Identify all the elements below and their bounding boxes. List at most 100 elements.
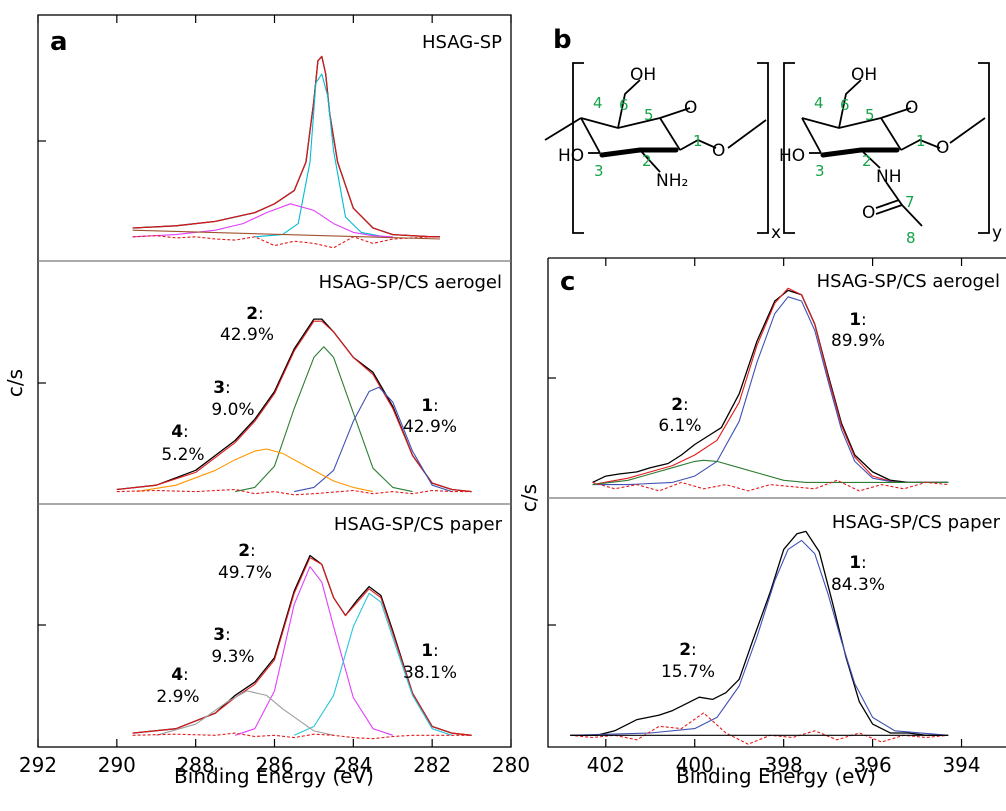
subscript-y: y: [992, 223, 1002, 243]
series-line-component: [294, 386, 453, 493]
panel-a-frame: [37, 14, 512, 748]
bond: [639, 149, 661, 173]
panel-c-paper-peak-labels: 1: 84.3% 2: 15.7%: [661, 553, 885, 682]
bond: [659, 107, 691, 119]
panel-a-letter: a: [50, 27, 68, 57]
bracket-right-close: [978, 62, 990, 234]
carbon-number-label: 4: [593, 94, 603, 112]
panel-a-curves: [116, 55, 472, 740]
bond: [949, 117, 986, 144]
x-tick-label: 290: [98, 753, 136, 777]
peak-label-percent: 15.7%: [661, 662, 715, 682]
carbon-number-label: 2: [642, 152, 652, 170]
series-line-component: [136, 448, 374, 493]
x-tick-label: 394: [942, 753, 980, 777]
oh-label: OH: [851, 65, 877, 85]
bracket-left-open: [572, 62, 584, 234]
bond: [820, 147, 900, 158]
series-line-experimental: [132, 55, 440, 238]
series-line-component: [234, 566, 393, 736]
carbon-number-label: 1: [916, 132, 926, 150]
panel-c: 402 400 398 396 394 c Binding Energy (eV) c/…: [517, 257, 1006, 788]
ring-oxygen-label: O: [905, 98, 918, 118]
ho-label: HO: [779, 146, 805, 166]
panel-c-curves: [570, 287, 949, 745]
peak-label-number: 1:: [849, 553, 867, 573]
bond: [727, 119, 767, 149]
x-tick-label: 280: [492, 753, 530, 777]
nh2-label: NH₂: [656, 171, 688, 191]
series-line-residual: [592, 479, 949, 492]
panel-c-sample-label-1: HSAG-SP/CS aerogel: [817, 271, 1000, 292]
series-line-component: [156, 690, 334, 736]
nh-label: NH: [876, 167, 902, 187]
panel-a-paper-peak-labels: 2: 49.7% 3: 9.3% 4: 2.9% 1: 38.1%: [156, 541, 457, 707]
peak-label-number: 3:: [213, 625, 231, 645]
series-line-envelope: [116, 320, 472, 493]
peak-label-percent: 38.1%: [403, 663, 457, 683]
peak-label-number: 2:: [679, 640, 697, 660]
panel-a: 292 290 288 286 284 282 280 a Binding Energy (…: [3, 14, 530, 788]
peak-label-number: 1:: [421, 641, 439, 661]
panel-c-frame: [547, 258, 1006, 748]
peak-label-number: 1:: [421, 396, 439, 416]
peak-label-percent: 49.7%: [218, 563, 272, 583]
x-tick-label: 400: [676, 753, 714, 777]
series-line-background: [132, 229, 441, 240]
subscript-x: x: [771, 223, 781, 243]
carbon-number-label: 8: [906, 229, 916, 247]
series-line-component: [570, 539, 949, 736]
peak-label-percent: 84.3%: [831, 575, 885, 595]
series-line-residual: [570, 712, 949, 745]
bond: [659, 117, 681, 151]
series-line-component: [234, 346, 413, 493]
bond: [880, 117, 902, 151]
carbonyl-oxygen-label: O: [862, 203, 875, 223]
bond: [875, 204, 903, 215]
panel-a-xlabel: Binding Energy (eV): [174, 764, 374, 788]
panel-c-xlabel: Binding Energy (eV): [676, 764, 876, 788]
panel-c-aerogel-peak-labels: 1: 89.9% 2: 6.1%: [658, 310, 885, 436]
carbon-number-label: 5: [865, 106, 875, 124]
carbon-number-label: 7: [905, 193, 915, 211]
panel-b-letter: b: [553, 25, 572, 55]
peak-label-percent: 9.3%: [211, 647, 254, 667]
panel-a-sample-label-2: HSAG-SP/CS aerogel: [319, 272, 502, 293]
bracket-left-close: [757, 62, 769, 234]
peak-label-number: 3:: [213, 378, 231, 398]
carbon-number-label: 3: [815, 162, 825, 180]
x-tick-label: 286: [255, 753, 293, 777]
peak-label-percent: 42.9%: [403, 417, 457, 437]
peak-label-number: 2:: [238, 541, 256, 561]
bond: [885, 181, 903, 206]
series-line-residual: [116, 488, 472, 496]
peak-label-number: 4:: [171, 665, 189, 685]
carbon-number-label: 6: [840, 96, 850, 114]
peak-label-percent: 6.1%: [658, 416, 701, 436]
x-tick-label: 398: [765, 753, 803, 777]
panel-c-x-ticks: 402 400 398 396 394: [587, 258, 981, 777]
panel-a-ylabel: c/s: [3, 369, 27, 397]
peak-label-percent: 5.2%: [161, 445, 204, 465]
series-line-experimental: [116, 318, 472, 493]
carbon-number-label: 3: [594, 162, 604, 180]
bond: [679, 138, 717, 151]
ring-oxygen-label: O: [684, 98, 697, 118]
bond: [580, 117, 601, 154]
peak-label-percent: 42.9%: [220, 325, 274, 345]
series-line-component: [293, 592, 453, 736]
carbon-number-label: 6: [619, 96, 629, 114]
x-tick-label: 396: [854, 753, 892, 777]
peak-label-percent: 2.9%: [156, 687, 199, 707]
peak-label-percent: 89.9%: [831, 331, 885, 351]
x-tick-label: 292: [19, 753, 57, 777]
bond: [880, 107, 912, 119]
bracket-right-open: [783, 62, 795, 234]
panel-b-chitosan-structure: b x y OH HO O NH₂ O 4 6 5: [544, 25, 1002, 247]
x-tick-label: 282: [413, 753, 451, 777]
peak-label-number: 1:: [849, 310, 867, 330]
panel-a-aerogel-peak-labels: 2: 42.9% 3: 9.0% 4: 5.2% 1: 42.9%: [161, 304, 457, 465]
series-line-component: [254, 73, 386, 238]
series-line-component: [592, 296, 949, 486]
peak-label-percent: 9.0%: [211, 400, 254, 420]
